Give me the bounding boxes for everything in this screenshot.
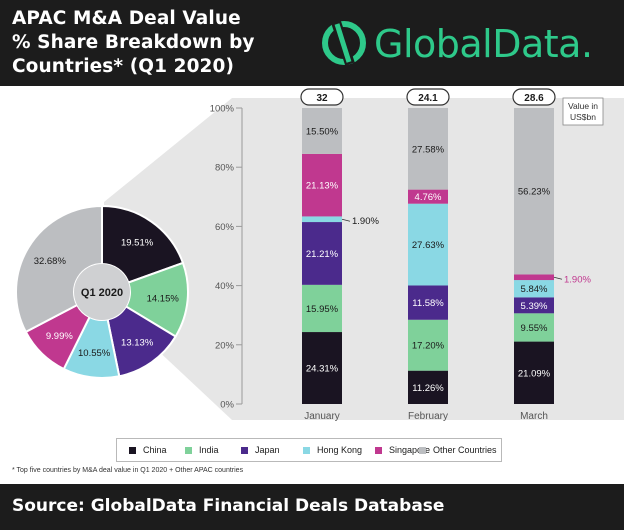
bar-label-january-japan: 21.21%: [306, 249, 339, 260]
footer-banner: Source: GlobalData Financial Deals Datab…: [0, 484, 624, 530]
bar-label-january-india: 15.95%: [306, 304, 339, 315]
pie-label-singapore: 9.99%: [46, 331, 73, 342]
globaldata-logo: GlobalData.: [322, 10, 622, 76]
bar-total-pill: [300, 88, 344, 106]
y-tick-label: 100%: [210, 104, 235, 115]
bar-segment-january-india: [302, 284, 342, 333]
bar-label-january-singapore: 21.13%: [306, 181, 339, 192]
bar-label-february-japan: 11.58%: [412, 298, 444, 309]
header-banner: APAC M&A Deal Value % Share Breakdown by…: [0, 0, 624, 86]
bar-segment-march-hong-kong: [514, 280, 554, 298]
chart-area: 0% 20% 40% 60% 80% 100% 19.51% 14.15% 13.13% 10.…: [15, 88, 624, 422]
bar-axis-layer: 0% 20% 40% 60% 80% 100%: [210, 104, 243, 411]
bar-segment-february-other-countries: [408, 107, 448, 190]
title-line-3: Countries* (Q1 2020): [12, 56, 235, 77]
bar-segment-january-japan: [302, 222, 342, 285]
pie-label-other-countries: 32.68%: [34, 256, 67, 267]
pie-label-japan: 13.13%: [121, 337, 154, 348]
bar-label-march-singapore: 1.90%: [564, 274, 591, 285]
pie-label-china: 19.51%: [121, 238, 154, 249]
y-tick-label: 80%: [215, 163, 235, 174]
title-line-1: APAC M&A Deal Value: [12, 8, 241, 29]
zoom-panel-background: [104, 98, 624, 420]
bar-segment-march-china: [514, 341, 554, 404]
bar-label-february-singapore: 4.76%: [415, 192, 442, 203]
legend-item-china: China: [129, 445, 167, 455]
bar-segment-february-china: [408, 370, 448, 404]
y-tick-label: 0%: [220, 400, 234, 411]
legend-swatch-hong-kong: [303, 446, 310, 454]
bar-segment-january-hong-kong: [302, 216, 342, 223]
bar-total-pill: [512, 88, 556, 106]
logo-text: GlobalData.: [374, 22, 593, 66]
bar-label-march-japan: 5.39%: [521, 301, 548, 312]
legend-swatch-other-countries: [419, 446, 426, 454]
bar-segment-february-japan: [408, 285, 448, 320]
x-tick-label-february: February: [408, 411, 448, 422]
legend-label-india: India: [199, 445, 219, 455]
bar-label-january-other-countries: 15.50%: [306, 126, 339, 137]
bar-total-pill: [406, 88, 450, 106]
bar-callout-line: [553, 276, 563, 280]
bar-label-february-india: 17.20%: [412, 341, 445, 352]
bar-segment-march-singapore: [514, 274, 554, 281]
donut-center-label: Q1 2020: [81, 287, 123, 299]
legend-item-other-countries: Other Countries: [419, 445, 497, 455]
y-tick-label: 40%: [215, 281, 235, 292]
legend-swatch-singapore: [375, 446, 382, 454]
bar-total-january: 32: [316, 93, 328, 104]
footnote: * Top five countries by M&A deal value i…: [12, 467, 244, 474]
bar-label-january-hong-kong: 1.90%: [352, 216, 379, 227]
bar-segment-march-other-countries: [514, 108, 554, 275]
value-unit-line-1: Value in: [568, 101, 598, 111]
bar-label-february-china: 11.26%: [412, 383, 444, 394]
legend-item-india: India: [185, 445, 219, 455]
bar-segment-january-china: [302, 332, 342, 404]
bar-label-february-hong-kong: 27.63%: [412, 240, 445, 251]
legend-label-other-countries: Other Countries: [433, 445, 497, 455]
bar-segment-february-hong-kong: [408, 203, 448, 286]
bar-label-january-china: 24.31%: [306, 364, 339, 375]
legend-swatch-japan: [241, 446, 248, 454]
donut-hole: [74, 264, 130, 320]
legend-label-japan: Japan: [255, 445, 280, 455]
legend-label-china: China: [143, 445, 167, 455]
bar-segment-february-singapore: [408, 189, 448, 204]
legend-swatch-china: [129, 446, 136, 454]
bar-label-march-hong-kong: 5.84%: [521, 284, 548, 295]
bar-label-march-other-countries: 56.23%: [518, 187, 551, 198]
y-tick-label: 20%: [215, 340, 235, 351]
x-tick-label-january: January: [304, 411, 340, 422]
bar-segment-january-singapore: [302, 153, 342, 217]
bar-segment-march-japan: [514, 297, 554, 314]
legend-item-hong-kong: Hong Kong: [303, 445, 362, 455]
legend-label-hong-kong: Hong Kong: [317, 445, 363, 455]
value-unit-box: [562, 97, 604, 126]
globaldata-mark-icon: [322, 20, 366, 66]
y-tick-label: 60%: [215, 222, 235, 233]
legend-label-singapore: Singapore: [389, 445, 431, 455]
stacked-bar-chart: 24.31% 15.95% 21.21% 1.90% 21.13% 15.50% 32 Jan…: [300, 88, 604, 422]
x-tick-label-march: March: [520, 411, 548, 422]
source-text: Source: GlobalData Financial Deals Datab…: [12, 496, 445, 516]
bar-total-march: 28.6: [524, 93, 544, 104]
title-line-2: % Share Breakdown by: [12, 32, 255, 53]
donut-chart: 19.51% 14.15% 13.13% 10.55% 9.99% 32.68% Q1 20…: [15, 204, 189, 379]
bar-segment-february-india: [408, 319, 448, 371]
bar-segment-march-india: [514, 313, 554, 342]
pie-label-india: 14.15%: [147, 294, 180, 305]
pie-label-hong-kong: 10.55%: [78, 348, 111, 359]
legend-item-japan: Japan: [241, 445, 280, 455]
bar-segment-january-other-countries: [302, 108, 342, 154]
chart-legend: China India Japan Hong Kong Singapore Ot…: [116, 438, 502, 462]
value-unit-line-2: US$bn: [570, 112, 596, 122]
bar-total-february: 24.1: [418, 93, 438, 104]
bar-callout-line: [341, 218, 351, 222]
bar-label-march-china: 21.09%: [518, 368, 551, 379]
bar-label-february-other-countries: 27.58%: [412, 144, 445, 155]
legend-item-singapore: Singapore: [375, 445, 430, 455]
bar-label-march-india: 9.55%: [521, 323, 548, 334]
legend-swatch-india: [185, 446, 192, 454]
